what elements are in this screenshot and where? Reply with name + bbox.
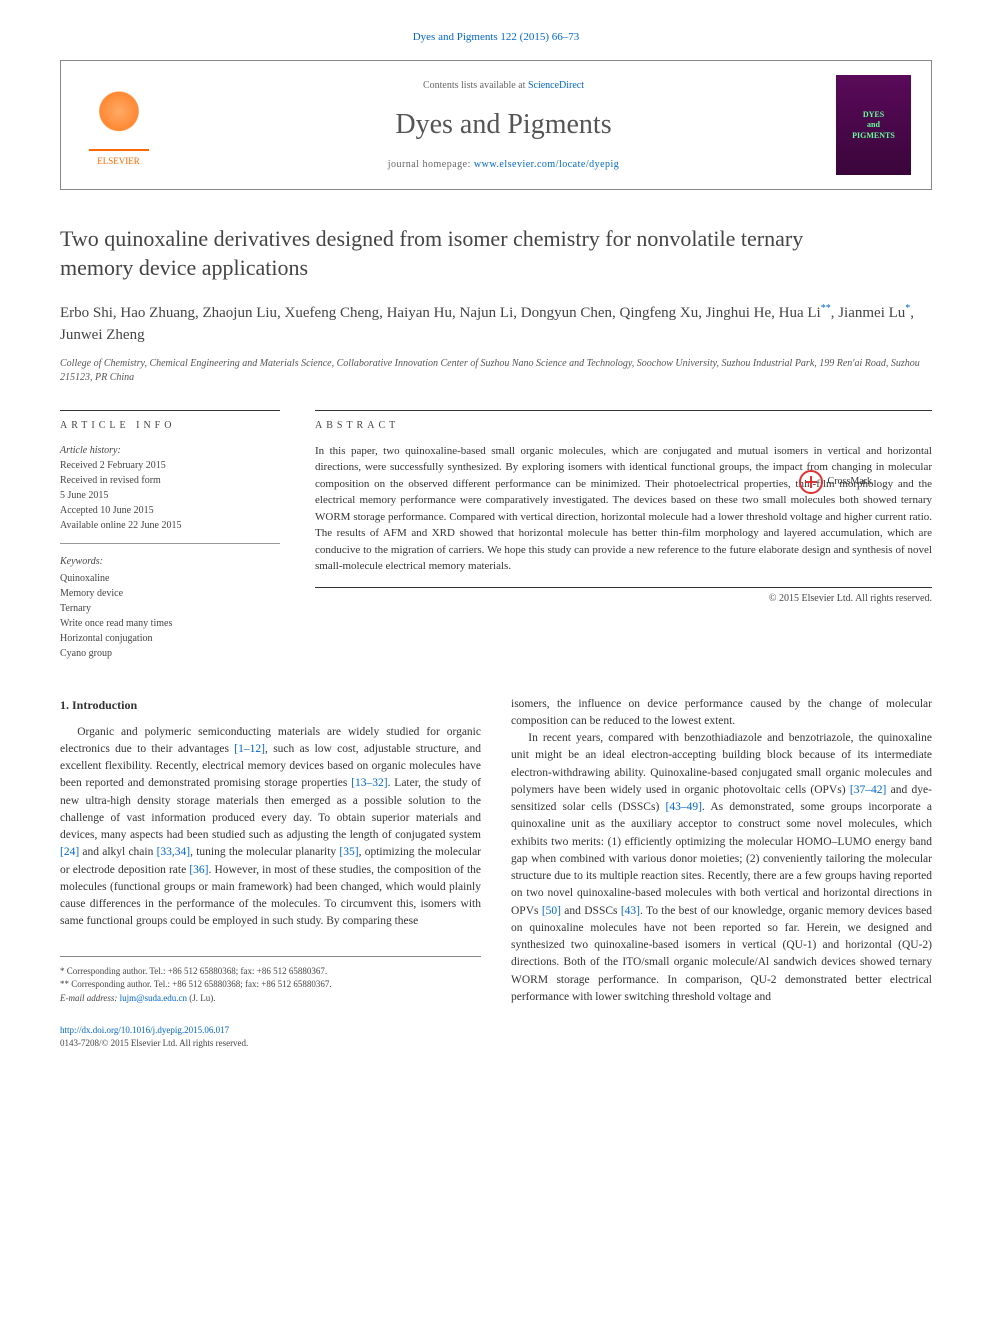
corr-author-1: * Corresponding author. Tel.: +86 512 65… — [60, 965, 481, 979]
ref-link[interactable]: [36] — [189, 864, 208, 876]
journal-cover-thumbnail: DYESandPIGMENTS — [836, 75, 911, 175]
email-link[interactable]: lujm@suda.edu.cn — [120, 993, 187, 1003]
article-title: Two quinoxaline derivatives designed fro… — [60, 225, 932, 282]
crossmark-badge[interactable]: CrossMark — [799, 470, 872, 494]
corr-mark-2: ** — [821, 303, 831, 314]
doi-link[interactable]: http://dx.doi.org/10.1016/j.dyepig.2015.… — [60, 1025, 229, 1035]
journal-title: Dyes and Pigments — [171, 105, 836, 144]
doi-footer: http://dx.doi.org/10.1016/j.dyepig.2015.… — [60, 1024, 932, 1049]
body-text-span: , tuning the molecular planarity — [190, 846, 339, 858]
intro-heading: 1. Introduction — [60, 696, 481, 714]
ref-link[interactable]: [37–42] — [850, 784, 886, 796]
email-suffix: (J. Lu). — [187, 993, 216, 1003]
ref-link[interactable]: [13–32] — [351, 777, 387, 789]
homepage-link[interactable]: www.elsevier.com/locate/dyepig — [474, 159, 619, 170]
crossmark-label: CrossMark — [828, 475, 872, 489]
homepage-line: journal homepage: www.elsevier.com/locat… — [171, 158, 836, 172]
body-text-span: . To the best of our knowledge, organic … — [511, 905, 932, 1003]
elsevier-tree-icon — [89, 91, 149, 151]
history-label: Article history: — [60, 445, 121, 456]
journal-header: ELSEVIER Contents lists available at Sci… — [60, 60, 932, 190]
keyword: Quinoxaline — [60, 573, 109, 584]
keyword: Write once read many times — [60, 618, 172, 629]
history-revised: Received in revised form — [60, 475, 161, 486]
authors-main: Erbo Shi, Hao Zhuang, Zhaojun Liu, Xuefe… — [60, 305, 821, 321]
keyword: Horizontal conjugation — [60, 633, 152, 644]
article-history: Article history: Received 2 February 201… — [60, 443, 280, 544]
history-received: Received 2 February 2015 — [60, 460, 166, 471]
abstract-copyright: © 2015 Elsevier Ltd. All rights reserved… — [315, 592, 932, 606]
body-text: 1. Introduction Organic and polymeric se… — [60, 696, 932, 1007]
abstract-label: ABSTRACT — [315, 410, 932, 433]
author-list: Erbo Shi, Hao Zhuang, Zhaojun Liu, Xuefe… — [60, 301, 932, 347]
ref-link[interactable]: [50] — [542, 905, 561, 917]
body-column-right: isomers, the influence on device perform… — [511, 696, 932, 1007]
affiliation: College of Chemistry, Chemical Engineeri… — [60, 357, 932, 385]
keyword: Memory device — [60, 588, 123, 599]
corresponding-footer: * Corresponding author. Tel.: +86 512 65… — [60, 956, 481, 1006]
corr-author-2: ** Corresponding author. Tel.: +86 512 6… — [60, 978, 481, 992]
elsevier-label: ELSEVIER — [97, 155, 140, 168]
history-online: Available online 22 June 2015 — [60, 520, 181, 531]
keyword: Ternary — [60, 603, 91, 614]
crossmark-icon — [799, 470, 823, 494]
history-accepted: Accepted 10 June 2015 — [60, 505, 154, 516]
keywords-block: Keywords: Quinoxaline Memory device Tern… — [60, 554, 280, 661]
body-text-span: and DSSCs — [561, 905, 621, 917]
history-revised-date: 5 June 2015 — [60, 490, 108, 501]
body-para: isomers, the influence on device perform… — [511, 696, 932, 731]
authors-mid: , Jianmei Lu — [831, 305, 906, 321]
elsevier-logo: ELSEVIER — [81, 83, 156, 168]
abstract-text: In this paper, two quinoxaline-based sma… — [315, 443, 932, 588]
article-info-label: ARTICLE INFO — [60, 410, 280, 433]
body-text-span: and alkyl chain — [79, 846, 156, 858]
contents-prefix: Contents lists available at — [423, 80, 528, 91]
body-column-left: 1. Introduction Organic and polymeric se… — [60, 696, 481, 1007]
ref-link[interactable]: [33,34] — [157, 846, 191, 858]
sciencedirect-link[interactable]: ScienceDirect — [528, 80, 584, 91]
citation-line: Dyes and Pigments 122 (2015) 66–73 — [60, 30, 932, 45]
issn-line: 0143-7208/© 2015 Elsevier Ltd. All right… — [60, 1038, 248, 1048]
ref-link[interactable]: [43] — [621, 905, 640, 917]
ref-link[interactable]: [43–49] — [665, 801, 701, 813]
body-text-span: . As demonstrated, some groups incorpora… — [511, 801, 932, 917]
cover-text: DYESandPIGMENTS — [852, 110, 895, 141]
ref-link[interactable]: [35] — [339, 846, 358, 858]
ref-link[interactable]: [1–12] — [234, 743, 265, 755]
citation-link[interactable]: Dyes and Pigments 122 (2015) 66–73 — [413, 31, 580, 43]
homepage-prefix: journal homepage: — [388, 159, 474, 170]
keyword: Cyano group — [60, 648, 112, 659]
ref-link[interactable]: [24] — [60, 846, 79, 858]
keywords-label: Keywords: — [60, 554, 280, 569]
contents-available-line: Contents lists available at ScienceDirec… — [171, 79, 836, 93]
email-label: E-mail address: — [60, 993, 120, 1003]
